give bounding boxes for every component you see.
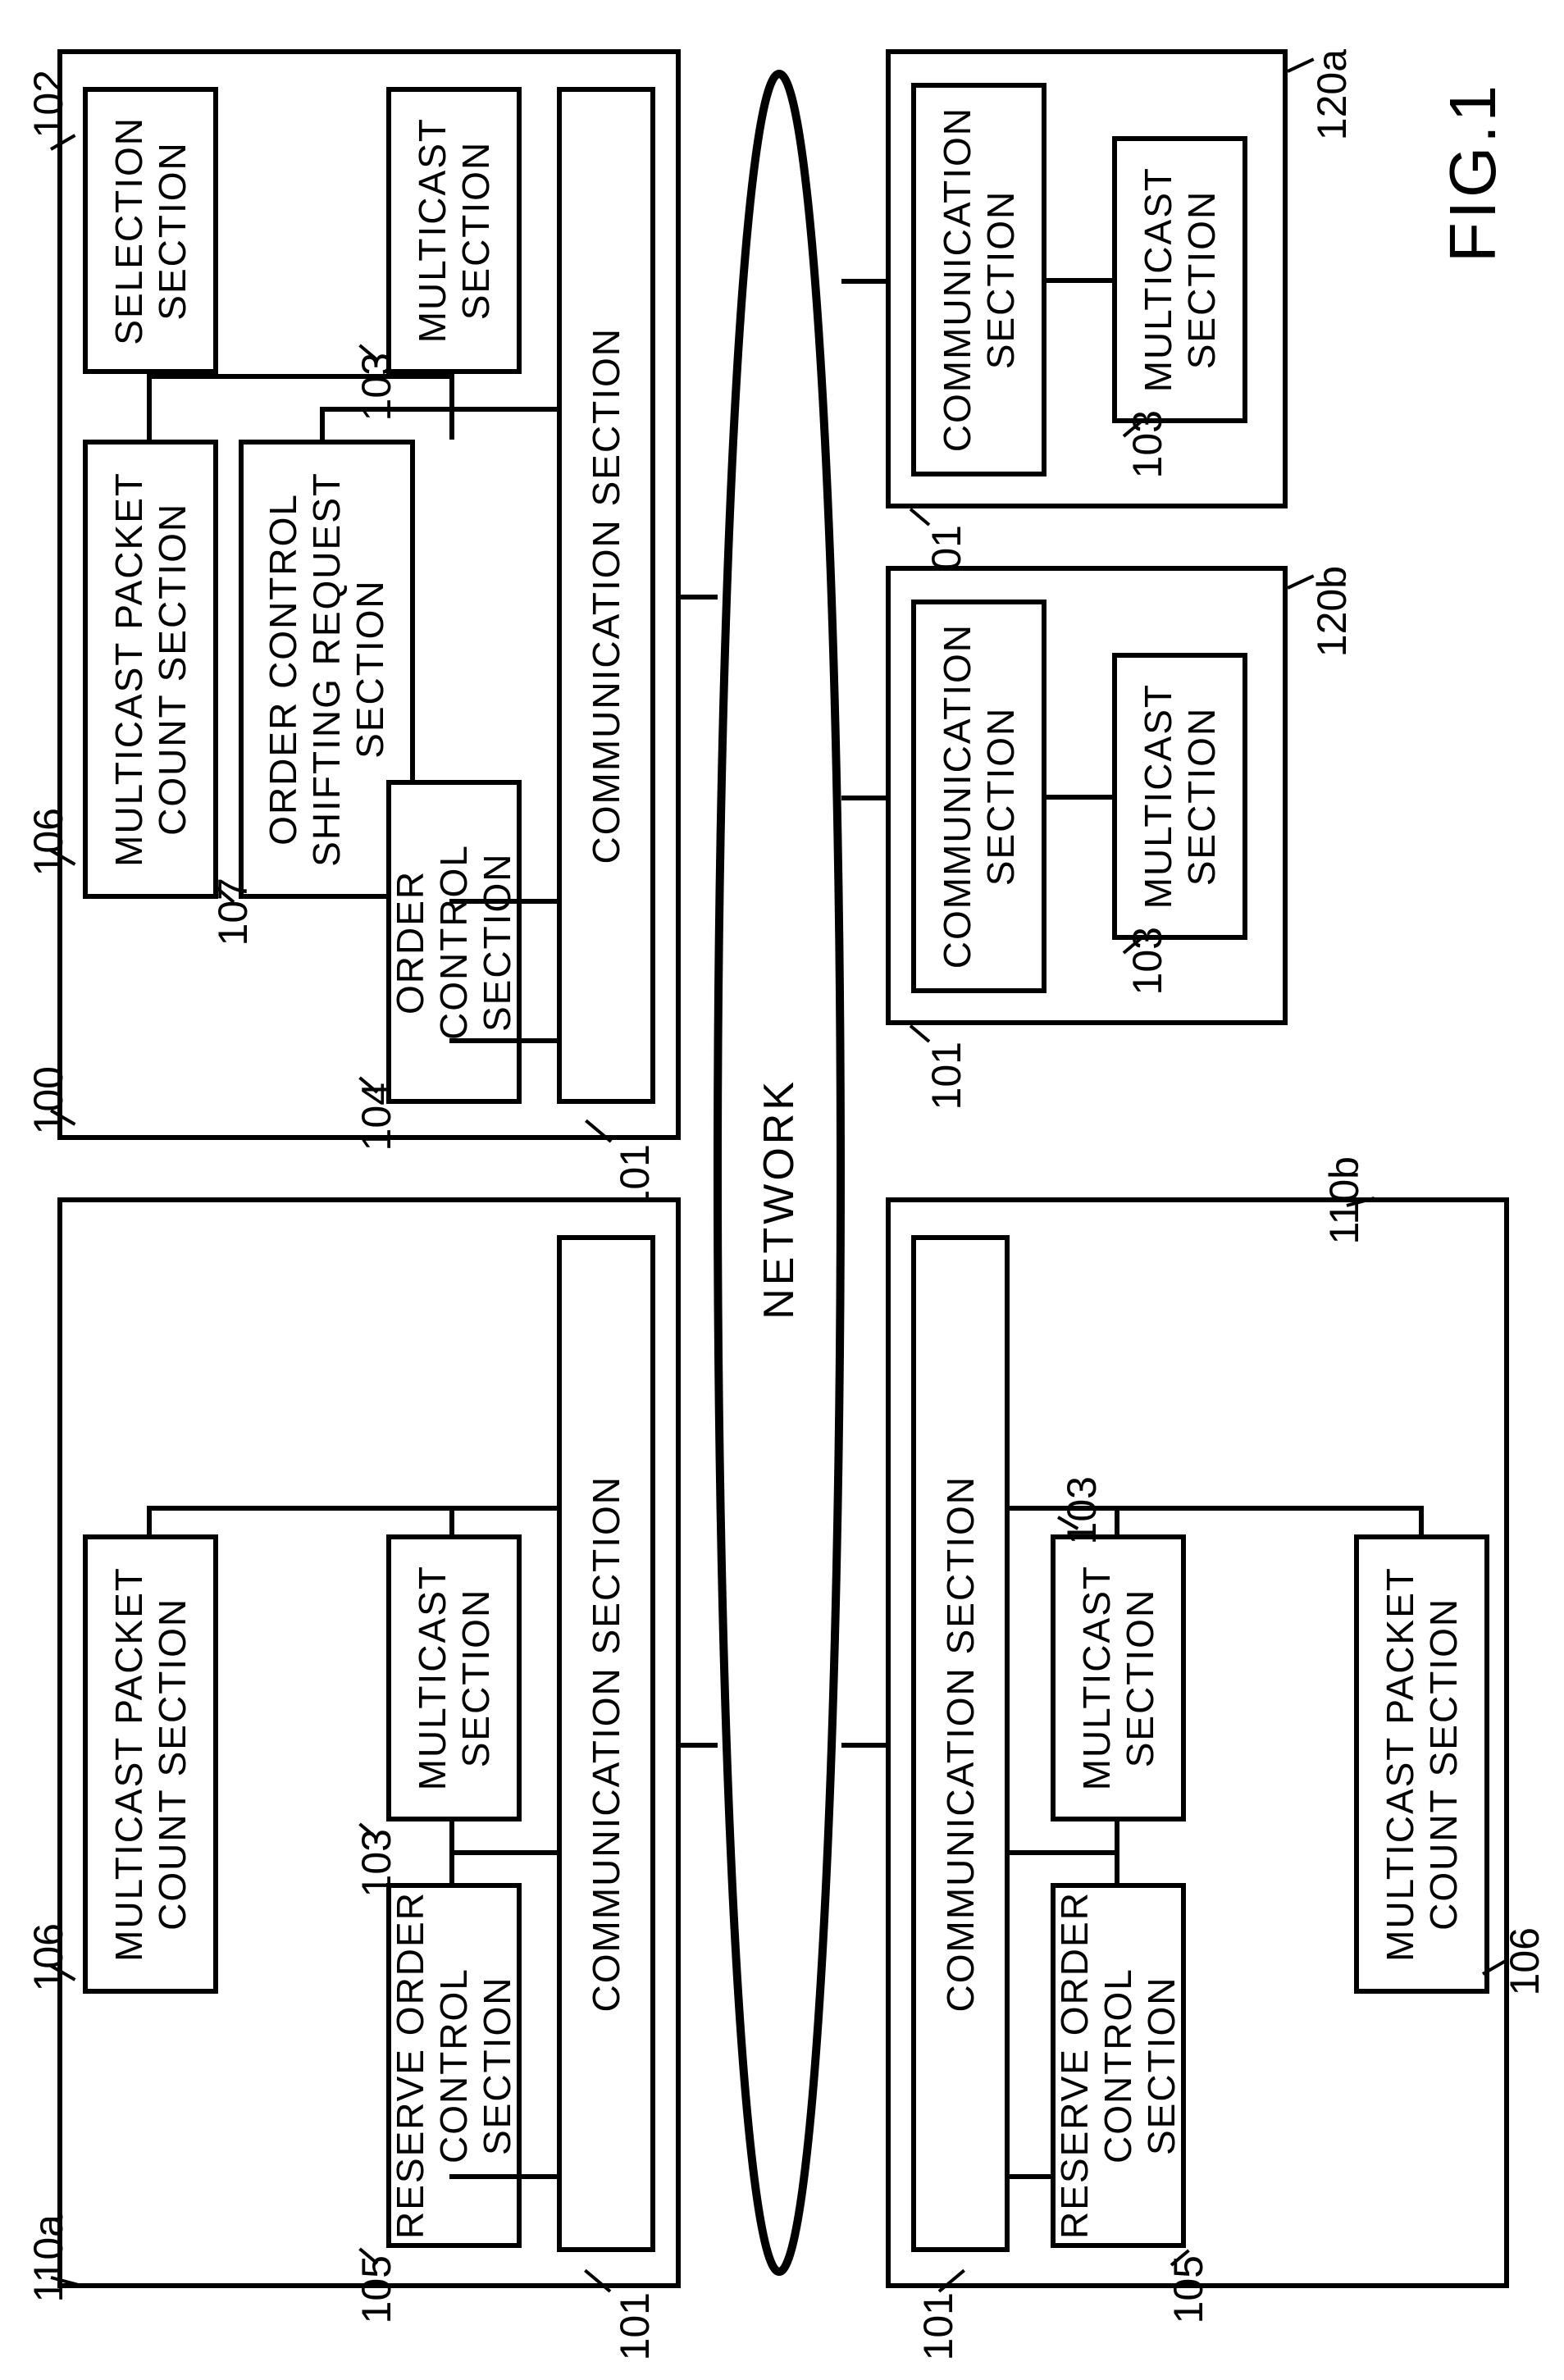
- multicast-packet-count-100: MULTICAST PACKET COUNT SECTION: [83, 440, 218, 899]
- communication-section-120a: COMMUNICATION SECTION: [911, 83, 1046, 476]
- multicast-section-120a: MULTICAST SECTION: [1112, 136, 1247, 423]
- ref-120a: 120a: [1308, 49, 1356, 140]
- communication-section-100: COMMUNICATION SECTION: [557, 87, 655, 1104]
- ref-102: 102: [25, 70, 72, 138]
- multicast-section-110b: MULTICAST SECTION: [1051, 1534, 1186, 1821]
- selection-section: SELECTION SECTION: [83, 87, 218, 374]
- ref-103-120a: 103: [1124, 410, 1171, 478]
- multicast-packet-count-110a: MULTICAST PACKET COUNT SECTION: [83, 1534, 218, 1994]
- multicast-section-120b: MULTICAST SECTION: [1112, 653, 1247, 940]
- ref-105-110a: 105: [353, 2255, 400, 2323]
- communication-section-120b: COMMUNICATION SECTION: [911, 600, 1046, 993]
- ref-101-110b: 101: [914, 2292, 962, 2360]
- ref-103-120b: 103: [1124, 927, 1171, 995]
- module-110a: COMMUNICATION SECTION MULTICAST PACKET C…: [57, 1197, 681, 2288]
- ref-100: 100: [25, 1066, 72, 1134]
- module-100: COMMUNICATION SECTION SELECTION SECTION …: [57, 49, 681, 1140]
- reserve-order-control-110b: RESERVE ORDER CONTROL SECTION: [1051, 1883, 1186, 2248]
- network-label: NETWORK: [755, 1078, 804, 1320]
- reserve-order-control-110a: RESERVE ORDER CONTROL SECTION: [386, 1883, 522, 2248]
- module-110b: COMMUNICATION SECTION MULTICAST SECTION …: [886, 1197, 1509, 2288]
- ref-106-100: 106: [25, 808, 72, 876]
- ref-103-100: 103: [353, 353, 400, 421]
- communication-section-110b: COMMUNICATION SECTION: [911, 1235, 1010, 2252]
- ref-106-110a: 106: [25, 1923, 72, 1991]
- communication-section-110a: COMMUNICATION SECTION: [557, 1235, 655, 2252]
- ref-106-110b: 106: [1501, 1927, 1548, 1995]
- module-120a: COMMUNICATION SECTION MULTICAST SECTION: [886, 49, 1288, 508]
- multicast-section-110a: MULTICAST SECTION: [386, 1534, 522, 1821]
- ref-101-120b: 101: [923, 1042, 970, 1110]
- ref-103-110b: 103: [1058, 1476, 1106, 1544]
- ref-110a: 110a: [25, 2214, 72, 2303]
- ref-120b: 120b: [1308, 566, 1356, 657]
- multicast-packet-count-110b: MULTICAST PACKET COUNT SECTION: [1354, 1534, 1489, 1994]
- multicast-section-100: MULTICAST SECTION: [386, 87, 522, 374]
- ref-101-110a: 101: [611, 2292, 659, 2360]
- order-control-section: ORDER CONTROL SECTION: [386, 780, 522, 1104]
- figure-label: FIG.1: [1435, 82, 1511, 262]
- module-120b: COMMUNICATION SECTION MULTICAST SECTION: [886, 566, 1288, 1025]
